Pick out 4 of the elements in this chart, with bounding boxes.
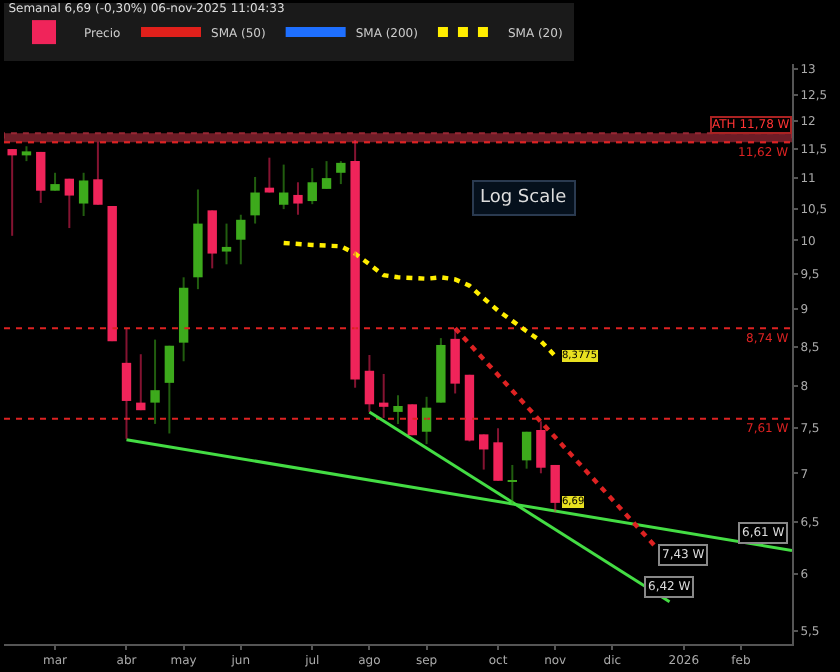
line-series	[281, 240, 558, 359]
candlestick	[21, 145, 32, 163]
candlestick	[50, 171, 60, 192]
annotation: Log Scale	[480, 188, 568, 208]
